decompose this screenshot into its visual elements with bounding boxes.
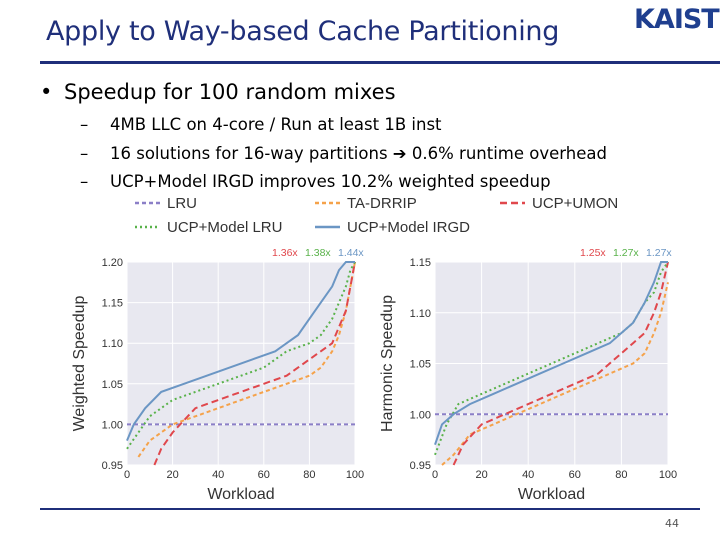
annotation-label: 1.36x — [272, 247, 298, 259]
title-divider — [40, 61, 720, 64]
x-tick-label: 40 — [522, 469, 534, 481]
bullet-dot: • — [40, 80, 53, 104]
x-axis-label: Workload — [518, 486, 585, 503]
page-number: 44 — [665, 517, 679, 530]
series-line-ucp-model-lru — [126, 261, 356, 450]
legend-label: UCP+Model LRU — [167, 219, 282, 236]
x-tick-label: 100 — [346, 469, 364, 481]
x-tick-label: 20 — [166, 469, 178, 481]
y-tick-label: 1.15 — [102, 298, 123, 310]
y-tick-label: 1.20 — [102, 257, 123, 269]
sub-bullet-2-result: 0.6% runtime overhead — [411, 144, 607, 163]
x-tick-label: 40 — [212, 469, 224, 481]
y-tick-label: 1.00 — [410, 409, 431, 421]
series-line-ucp-umon — [452, 261, 669, 466]
weighted-speedup-chart: 0.95 1.00 1.05 1.10 1.15 1.20 0 20 40 60 80 100 Work… — [71, 247, 364, 503]
dash-marker: – — [80, 172, 89, 191]
legend: LRU TA-DRRIP UCP+UMON UCP+Model LRU UCP+Mode… — [135, 195, 618, 236]
main-bullet-text: Speedup for 100 random mixes — [64, 80, 396, 104]
series-line-ta-drrip — [137, 261, 356, 458]
x-tick-label: 80 — [303, 469, 315, 481]
series-line-ucp-model-irgd — [126, 261, 355, 441]
harmonic-speedup-chart: 0.95 1.00 1.05 1.10 1.15 0 20 40 60 80 100 Workload… — [379, 247, 677, 503]
dash-marker: – — [80, 144, 89, 163]
slide-title: Apply to Way-based Cache Partitioning — [46, 16, 560, 47]
annotation-label: 1.44x — [338, 247, 364, 259]
y-tick-label: 1.10 — [102, 338, 123, 350]
figure: LRU TA-DRRIP UCP+UMON UCP+Model LRU UCP+Mode… — [71, 195, 677, 503]
y-tick-label: 1.10 — [410, 308, 431, 320]
legend-label: UCP+UMON — [532, 195, 618, 212]
legend-label: TA-DRRIP — [347, 195, 417, 212]
sub-bullet-3-text: UCP+Model IRGD improves 10.2% weighted s… — [110, 172, 551, 191]
sub-bullet-1: – 4MB LLC on 4-core / Run at least 1B ins… — [80, 115, 442, 134]
x-axis-label: Workload — [207, 486, 274, 503]
right-arrow-icon: ➔ — [392, 144, 407, 163]
annotation-label: 1.38x — [305, 247, 331, 259]
legend-label: LRU — [167, 195, 197, 212]
annotation-label: 1.25x — [580, 247, 606, 259]
sub-bullet-1-text: 4MB LLC on 4-core / Run at least 1B inst — [110, 115, 442, 134]
x-tick-label: 60 — [258, 469, 270, 481]
dash-marker: – — [80, 115, 89, 134]
y-tick-label: 1.15 — [410, 257, 431, 269]
y-tick-label: 0.95 — [410, 460, 431, 472]
sub-bullet-2: – 16 solutions for 16-way partitions ➔ 0.… — [80, 144, 607, 163]
legend-label: UCP+Model IRGD — [347, 219, 470, 236]
footer-divider — [40, 508, 700, 510]
x-tick-label: 20 — [475, 469, 487, 481]
main-bullet: • Speedup for 100 random mixes — [40, 80, 396, 104]
annotation-label: 1.27x — [613, 247, 639, 259]
y-axis-label: Harmonic Speedup — [379, 295, 396, 432]
x-tick-label: 0 — [432, 469, 438, 481]
y-tick-label: 1.05 — [410, 359, 431, 371]
series-line-ucp-model-irgd — [434, 261, 668, 446]
y-tick-label: 0.95 — [102, 460, 123, 472]
sub-bullet-3: – UCP+Model IRGD improves 10.2% weighted … — [80, 172, 551, 191]
series-line-ucp-model-lru — [434, 261, 669, 456]
x-tick-label: 100 — [659, 469, 677, 481]
kaist-logo: KAIST — [634, 4, 720, 35]
y-tick-label: 1.05 — [102, 379, 123, 391]
x-tick-label: 80 — [615, 469, 627, 481]
x-tick-label: 0 — [124, 469, 130, 481]
annotation-label: 1.27x — [646, 247, 672, 259]
y-axis-label: Weighted Speedup — [71, 295, 88, 431]
sub-bullet-2-text: 16 solutions for 16-way partitions — [110, 144, 388, 163]
y-tick-label: 1.00 — [102, 419, 123, 431]
x-tick-label: 60 — [569, 469, 581, 481]
